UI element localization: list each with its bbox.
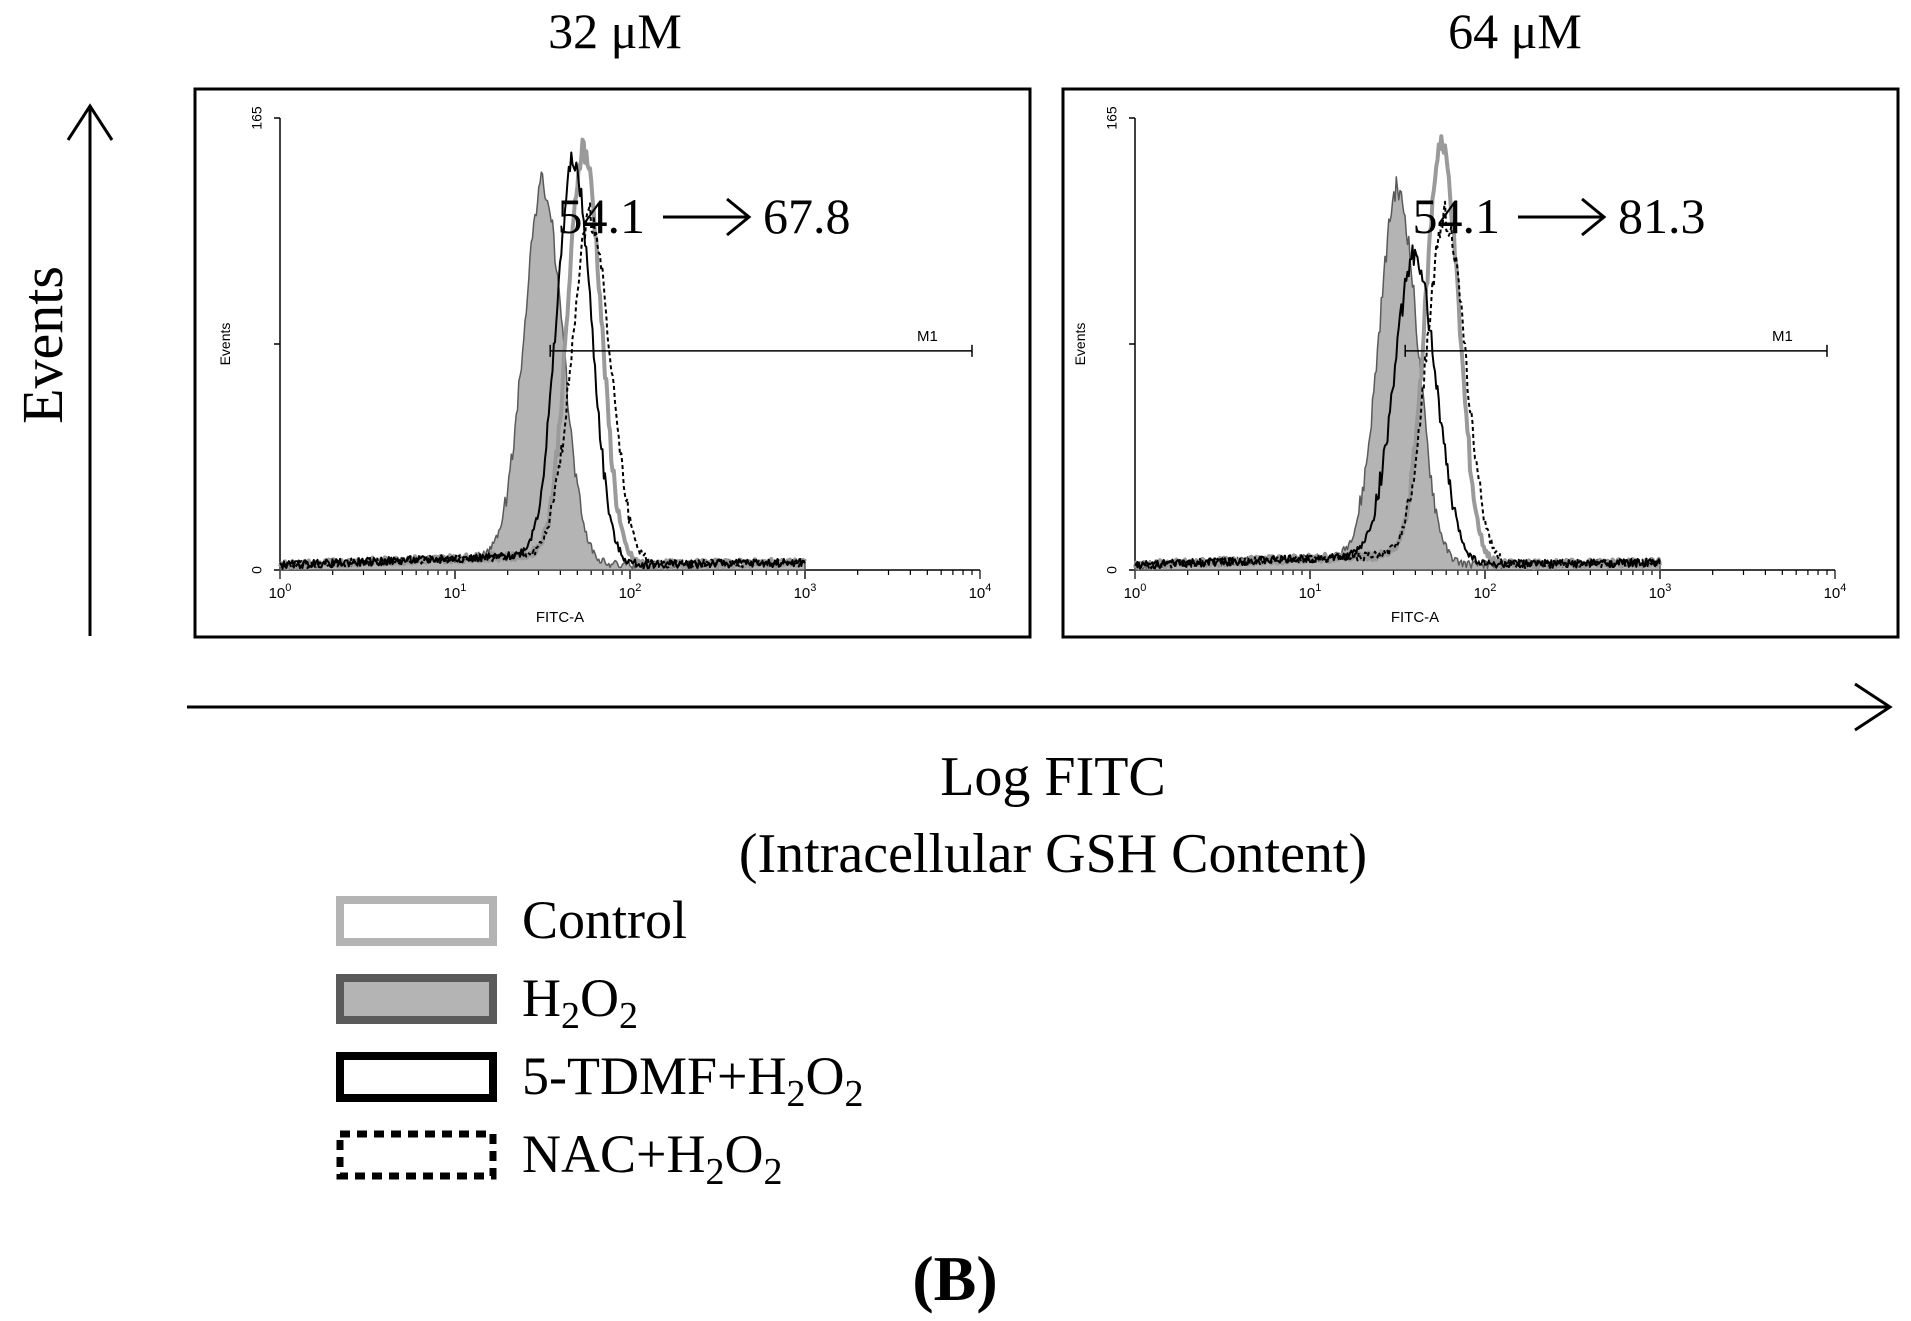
panel-y-axis-label: Events — [217, 323, 233, 366]
legend-label-control: Control — [522, 890, 687, 950]
histogram-nac-h2o2-32M — [279, 202, 806, 570]
log-fitc-axis-arrowhead — [1854, 682, 1893, 732]
panel-y-axis-label: Events — [1072, 323, 1088, 366]
legend-label-nac-h2o2: NAC+H2O2 — [522, 1124, 782, 1193]
histogram-h2o2-32M — [279, 171, 806, 571]
annotation-to-value: 67.8 — [763, 188, 851, 244]
gate-m1-label: M1 — [1772, 328, 1793, 345]
histogram-5-tdmf-h2o2-64M — [1134, 244, 1661, 570]
legend-swatch-control — [336, 896, 497, 946]
x-tick-label: 103 — [794, 582, 817, 602]
panel-label: (B) — [912, 1243, 997, 1314]
y-tick-label: 0 — [1104, 566, 1120, 574]
panel-title-32uM: 32 μM — [548, 3, 682, 59]
legend-swatch-nac-h2o2 — [336, 1130, 497, 1180]
panel-frame-right — [1061, 87, 1900, 639]
histogram-plot-64uM: 0 165 Events 100 101 102 103 104 FITC-A M1 54.1 81.… — [1072, 106, 1846, 626]
legend-swatch-h2o2 — [336, 974, 497, 1024]
legend: Control H2O2 5-TDMF+H2O2 NAC+H2O2 — [336, 890, 863, 1193]
histogram-nac-h2o2-64M — [1134, 200, 1661, 570]
x-tick-label: 103 — [1649, 582, 1672, 602]
events-axis-arrowhead — [66, 103, 114, 141]
x-tick-label: 100 — [269, 582, 292, 602]
x-tick-label: 101 — [1299, 582, 1322, 602]
x-tick-label: 104 — [1824, 582, 1847, 602]
x-tick-label: 102 — [619, 582, 642, 602]
panel-frame-left — [193, 87, 1032, 639]
panel-title-64uM: 64 μM — [1448, 3, 1582, 59]
annotation-to-value: 81.3 — [1618, 188, 1706, 244]
x-axis-label-line1: Log FITC — [940, 746, 1166, 808]
panel-x-axis-label: FITC-A — [1391, 609, 1439, 626]
annotation-arrowhead — [1581, 197, 1607, 237]
x-axis-label-line2: (Intracellular GSH Content) — [739, 823, 1367, 885]
x-tick-label: 102 — [1474, 582, 1497, 602]
x-tick-label: 101 — [444, 582, 467, 602]
legend-label-h2o2: H2O2 — [522, 968, 638, 1037]
events-axis-label: Events — [10, 266, 75, 424]
gate-m1-label: M1 — [917, 328, 938, 345]
y-tick-label: 165 — [249, 106, 265, 130]
annotation-from-value: 54.1 — [1413, 188, 1501, 244]
histogram-plot-32uM: 0 165 Events 100 101 102 103 104 FITC-A M1 54.1 67.… — [217, 106, 991, 626]
y-tick-label: 165 — [1104, 106, 1120, 130]
y-tick-label: 0 — [249, 566, 265, 574]
legend-swatch-5-tdmf-h2o2 — [336, 1052, 497, 1102]
x-tick-label: 104 — [969, 582, 992, 602]
histogram-h2o2-64M — [1134, 176, 1661, 571]
legend-label-5-tdmf-h2o2: 5-TDMF+H2O2 — [522, 1046, 863, 1115]
annotation-arrowhead — [726, 197, 752, 237]
x-tick-label: 100 — [1124, 582, 1147, 602]
panel-x-axis-label: FITC-A — [536, 609, 584, 626]
annotation-from-value: 54.1 — [558, 188, 646, 244]
